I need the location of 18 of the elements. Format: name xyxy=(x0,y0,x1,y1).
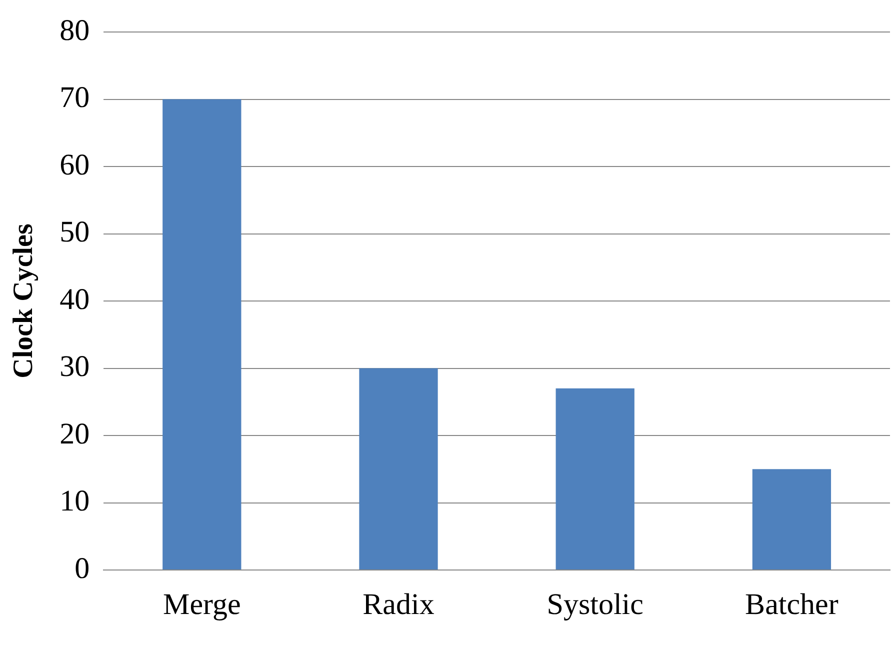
bar xyxy=(359,368,438,570)
y-tick-label: 50 xyxy=(60,216,90,249)
y-tick-label: 10 xyxy=(60,484,90,518)
y-tick-label: 70 xyxy=(60,81,90,114)
bar xyxy=(162,99,242,570)
y-tick-label: 30 xyxy=(60,350,90,384)
x-tick-label: Radix xyxy=(362,588,434,621)
y-tick-label: 20 xyxy=(60,417,90,450)
y-tick-label: 60 xyxy=(60,148,90,182)
y-axis-title: Clock Cycles xyxy=(8,224,40,378)
x-tick-label: Systolic xyxy=(546,588,644,621)
bar xyxy=(752,469,832,570)
x-tick-label: Merge xyxy=(163,588,241,621)
x-tick-label: Batcher xyxy=(745,588,838,621)
y-tick-label: 40 xyxy=(60,282,90,316)
bar xyxy=(556,388,634,570)
y-tick-label: 0 xyxy=(74,552,90,585)
y-tick-label: 80 xyxy=(60,14,90,47)
